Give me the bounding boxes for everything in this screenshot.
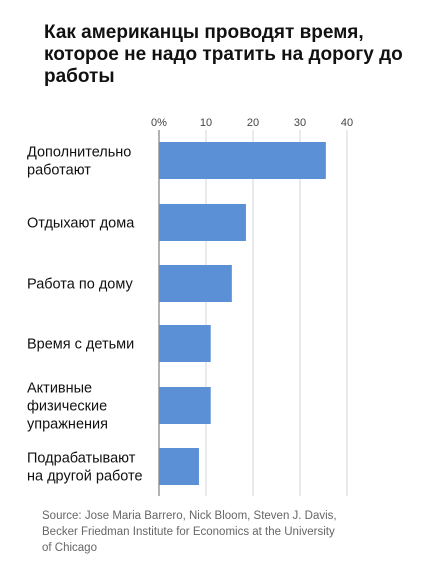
x-tick-label: 10 [200,117,212,129]
category-label-line: на другой работе [27,469,143,485]
category-label-line: Отдыхают дома [27,216,135,232]
category-label: Время с детьми [27,337,134,353]
source-note: Source: Jose Maria Barrero, Nick Bloom, … [42,510,337,554]
x-tick-label: 40 [341,117,353,129]
category-label-line: Дополнительно [27,145,131,161]
bar [159,265,232,302]
category-label: Активные физические упражнения [27,381,108,433]
category-label: Подрабатывают на другой работе [27,451,143,485]
category-label-line: Время с детьми [27,337,134,353]
category-label: Дополнительно работают [27,145,131,179]
bars [159,142,326,485]
category-label-line: Работа по дому [27,277,133,293]
x-tick-label: 20 [247,117,259,129]
x-tick-label: 0% [151,117,167,129]
category-label: Работа по дому [27,277,133,293]
category-label-line: физические [27,399,107,415]
category-label-line: Активные [27,381,92,397]
x-tick-labels: 0% 10 20 30 40 [151,117,353,129]
category-labels: Дополнительно работают Отдыхают дома Работа… [27,145,143,485]
category-label-line: Подрабатывают [27,451,136,467]
chart-title: Как американцы проводят время, которое н… [44,22,403,87]
bar [159,204,246,241]
bar [159,448,199,485]
grid-lines [158,130,348,496]
bar [159,142,326,179]
category-label: Отдыхают дома [27,216,135,232]
bar [159,325,211,362]
category-label-line: упражнения [27,417,108,433]
x-tick-label: 30 [294,117,306,129]
bar [159,387,211,424]
category-label-line: работают [27,163,91,179]
